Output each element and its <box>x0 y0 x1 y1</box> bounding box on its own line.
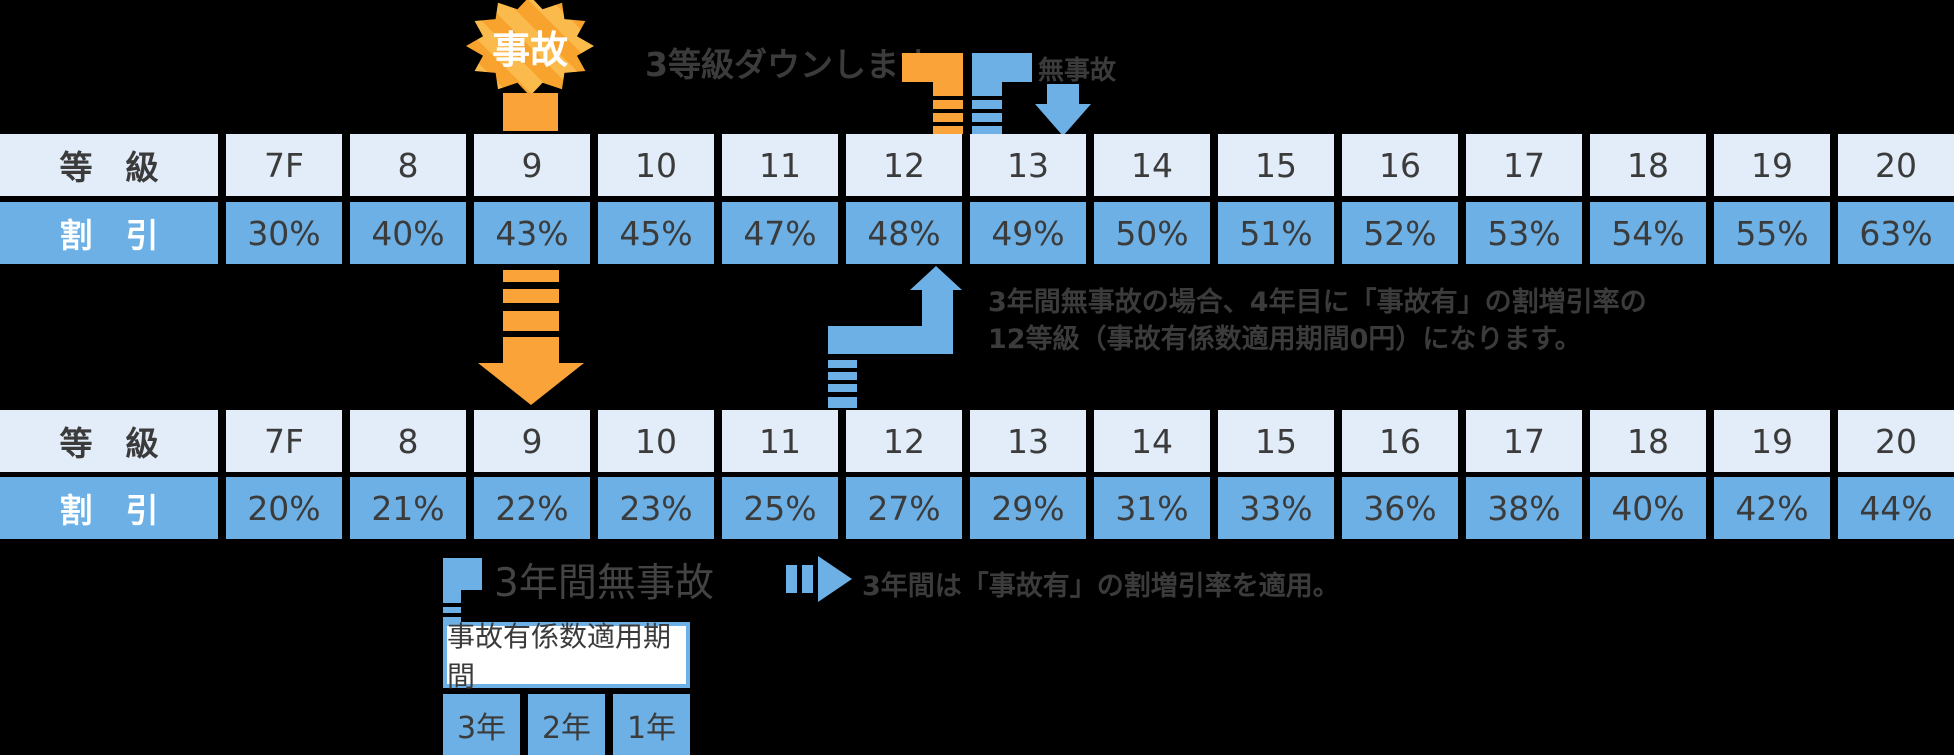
discount-cell: 25% <box>722 477 838 539</box>
table-bottom-discount-row: 割 引 20% 21% 22% 23% 25% 27% 29% 31% 33% 36% 38% 40%… <box>0 477 1954 539</box>
grade12-note: 3年間無事故の場合、4年目に「事故有」の割増引率の 12等級（事故有係数適用期間… <box>988 284 1647 358</box>
table-top-grade-row: 等 級 7F 8 9 10 11 12 13 14 15 16 17 18 19 20 <box>0 134 1954 196</box>
grade-cell: 18 <box>1590 410 1706 472</box>
grade-cell: 17 <box>1466 134 1582 196</box>
discount-cell: 22% <box>474 477 590 539</box>
grade-down-note: 3等級ダウンします <box>645 45 932 84</box>
discount-cell: 33% <box>1218 477 1334 539</box>
no-accident-label: 無事故 <box>1038 56 1117 86</box>
grade-cell: 13 <box>970 410 1086 472</box>
grade-cell: 16 <box>1342 134 1458 196</box>
grade-header: 等 級 <box>0 410 218 472</box>
discount-header: 割 引 <box>0 477 218 539</box>
grade12-note-line2: 12等級（事故有係数適用期間0円）になります。 <box>988 324 1582 355</box>
discount-cell: 36% <box>1342 477 1458 539</box>
grade12-note-line1: 3年間無事故の場合、4年目に「事故有」の割増引率の <box>988 287 1647 318</box>
period-year-cell: 3年 <box>443 694 520 755</box>
grade-cell: 15 <box>1218 134 1334 196</box>
no-accident-step-down-arrow-icon <box>972 53 1032 134</box>
grade-header: 等 級 <box>0 134 218 196</box>
grade-cell: 8 <box>350 134 466 196</box>
accident-period-years: 3年 2年 1年 <box>443 694 690 755</box>
table-top-discount-row: 割 引 30% 40% 43% 45% 47% 48% 49% 50% 51% 52% 53% 54%… <box>0 202 1954 264</box>
discount-cell: 52% <box>1342 202 1458 264</box>
grade-cell: 12 <box>846 134 962 196</box>
grade-cell: 16 <box>1342 410 1458 472</box>
grade-cell: 9 <box>474 134 590 196</box>
grade-cell: 14 <box>1094 410 1210 472</box>
accident-burst-icon: 事故 <box>466 0 594 96</box>
discount-cell: 54% <box>1590 202 1706 264</box>
grade-cell: 10 <box>598 134 714 196</box>
discount-cell: 42% <box>1714 477 1830 539</box>
discount-cell: 55% <box>1714 202 1830 264</box>
discount-cell: 51% <box>1218 202 1334 264</box>
accident-burst-label: 事故 <box>491 27 568 72</box>
discount-cell: 45% <box>598 202 714 264</box>
discount-cell: 49% <box>970 202 1086 264</box>
grade-cell: 7F <box>226 134 342 196</box>
grade-cell: 17 <box>1466 410 1582 472</box>
discount-cell: 38% <box>1466 477 1582 539</box>
grade-cell: 9 <box>474 410 590 472</box>
grade-cell: 10 <box>598 410 714 472</box>
discount-cell: 63% <box>1838 202 1954 264</box>
accident-period-title: 事故有係数適用期間 <box>447 620 672 693</box>
apply-rate-note: 3年間は「事故有」の割増引率を適用。 <box>862 571 1340 602</box>
accident-period-box: 事故有係数適用期間 <box>443 620 690 693</box>
grade-cell: 15 <box>1218 410 1334 472</box>
grade-cell: 20 <box>1838 410 1954 472</box>
period-year-cell: 2年 <box>528 694 605 755</box>
three-year-no-accident-label: 3年間無事故 <box>494 561 714 606</box>
discount-cell: 23% <box>598 477 714 539</box>
discount-cell: 50% <box>1094 202 1210 264</box>
grade-cell: 13 <box>970 134 1086 196</box>
grade-cell: 8 <box>350 410 466 472</box>
accident-step-down-arrow-icon <box>902 53 963 134</box>
discount-cell: 40% <box>350 202 466 264</box>
accident-arrow-stem <box>503 93 558 131</box>
grade-down-dashed-arrow-icon <box>478 270 584 405</box>
discount-cell: 21% <box>350 477 466 539</box>
grade-cell: 18 <box>1590 134 1706 196</box>
discount-cell: 30% <box>226 202 342 264</box>
grade-cell: 19 <box>1714 134 1830 196</box>
discount-header: 割 引 <box>0 202 218 264</box>
grade-cell: 11 <box>722 134 838 196</box>
grade-cell: 20 <box>1838 134 1954 196</box>
grade-cell: 11 <box>722 410 838 472</box>
return-to-grade12-arrow-icon <box>828 266 962 408</box>
period-year-cell: 1年 <box>613 694 690 755</box>
discount-cell: 48% <box>846 202 962 264</box>
grade-cell: 14 <box>1094 134 1210 196</box>
discount-cell: 20% <box>226 477 342 539</box>
no-accident-down-arrow-icon <box>1035 84 1091 136</box>
discount-cell: 31% <box>1094 477 1210 539</box>
discount-cell: 47% <box>722 202 838 264</box>
table-bottom-grade-row: 等 級 7F 8 9 10 11 12 13 14 15 16 17 18 19 20 <box>0 410 1954 472</box>
discount-cell: 44% <box>1838 477 1954 539</box>
discount-cell: 27% <box>846 477 962 539</box>
grade-cell: 19 <box>1714 410 1830 472</box>
discount-cell: 40% <box>1590 477 1706 539</box>
grade-cell: 7F <box>226 410 342 472</box>
discount-cell: 29% <box>970 477 1086 539</box>
discount-cell: 43% <box>474 202 590 264</box>
grade-cell: 12 <box>846 410 962 472</box>
discount-cell: 53% <box>1466 202 1582 264</box>
three-year-elbow-arrow-icon <box>443 558 482 623</box>
apply-rate-right-arrow-icon <box>786 556 852 602</box>
